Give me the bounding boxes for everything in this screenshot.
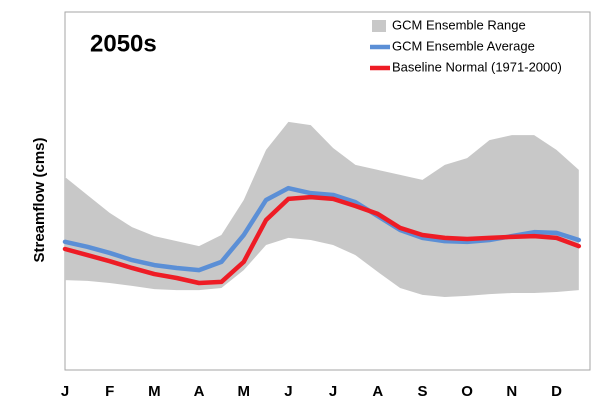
range-area — [65, 121, 579, 297]
x-tick-label: S — [417, 383, 427, 400]
x-tick-label: A — [372, 383, 383, 400]
legend-swatch — [372, 20, 386, 32]
x-tick-label: O — [461, 383, 473, 400]
x-tick-label: N — [506, 383, 517, 400]
x-tick-label: J — [284, 383, 292, 400]
x-tick-label: M — [237, 383, 250, 400]
legend-label: Baseline Normal (1971-2000) — [392, 59, 562, 74]
series-line — [62, 194, 582, 286]
x-tick-label: F — [105, 383, 114, 400]
x-tick-label: D — [551, 383, 562, 400]
x-tick-label: A — [194, 383, 205, 400]
x-tick-label: J — [329, 383, 337, 400]
x-tick-label: J — [61, 383, 69, 400]
y-axis-label: Streamflow (cms) — [31, 137, 48, 262]
chart-title: 2050s — [90, 30, 157, 57]
x-tick-label: M — [148, 383, 161, 400]
legend-label: GCM Ensemble Average — [392, 38, 535, 53]
legend-label: GCM Ensemble Range — [392, 17, 526, 32]
